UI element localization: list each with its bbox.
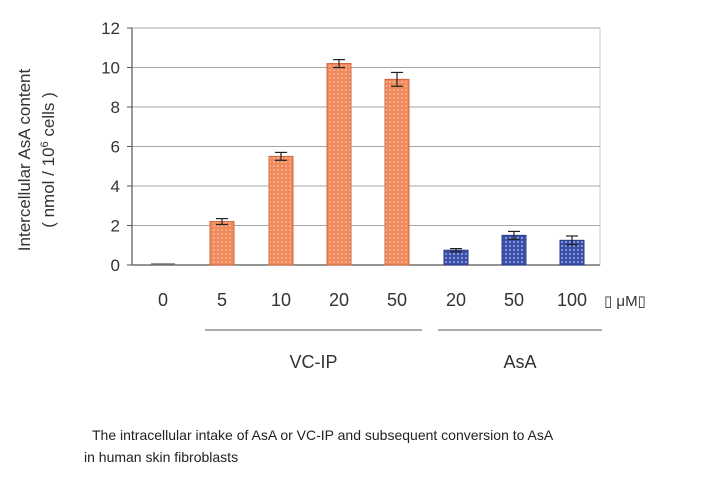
x-tick-label: 50 xyxy=(504,290,524,310)
labels: 0 2 4 6 8 10 12 0 5 10 20 50 20 50 100 ▯ μM▯ VC-IP AsA xyxy=(101,19,646,372)
group-label: VC-IP xyxy=(289,352,337,372)
caption-line-2: in human skin fibroblasts xyxy=(84,449,239,465)
figure-caption: The intracellular intake of AsA or VC-IP… xyxy=(84,424,684,468)
bars xyxy=(151,58,585,266)
y-tick-label: 2 xyxy=(111,217,120,236)
x-tick-label: 0 xyxy=(158,290,168,310)
bar xyxy=(326,63,352,266)
x-tick-label: 50 xyxy=(387,290,407,310)
x-tick-label: 5 xyxy=(217,290,227,310)
bar xyxy=(268,155,294,266)
y-tick-label: 10 xyxy=(101,59,120,78)
y-axis-label: Intercellular AsA content xyxy=(15,69,34,252)
caption-line-1: The intracellular intake of AsA or VC-IP… xyxy=(92,427,554,443)
y-tick-label: 0 xyxy=(111,256,120,275)
y-tick-label: 8 xyxy=(111,98,120,117)
y-axis-unit: ( nmol / 106 cells ) xyxy=(39,92,58,228)
y-tick-label: 12 xyxy=(101,19,120,38)
bar xyxy=(501,234,527,266)
y-tick-label: 4 xyxy=(111,177,120,196)
group-label: AsA xyxy=(503,352,536,372)
x-tick-label: 20 xyxy=(446,290,466,310)
bar-chart: 0 2 4 6 8 10 12 0 5 10 20 50 20 50 100 ▯ μM▯ VC-IP AsA In… xyxy=(15,19,646,372)
bar xyxy=(384,78,410,266)
x-tick-label: 100 xyxy=(557,290,587,310)
bar xyxy=(443,249,469,266)
bar xyxy=(209,221,235,266)
x-unit-label: ▯ μM▯ xyxy=(604,293,646,310)
gridlines xyxy=(132,27,600,226)
x-tick-label: 20 xyxy=(329,290,349,310)
x-tick-label: 10 xyxy=(271,290,291,310)
y-tick-label: 6 xyxy=(111,138,120,157)
